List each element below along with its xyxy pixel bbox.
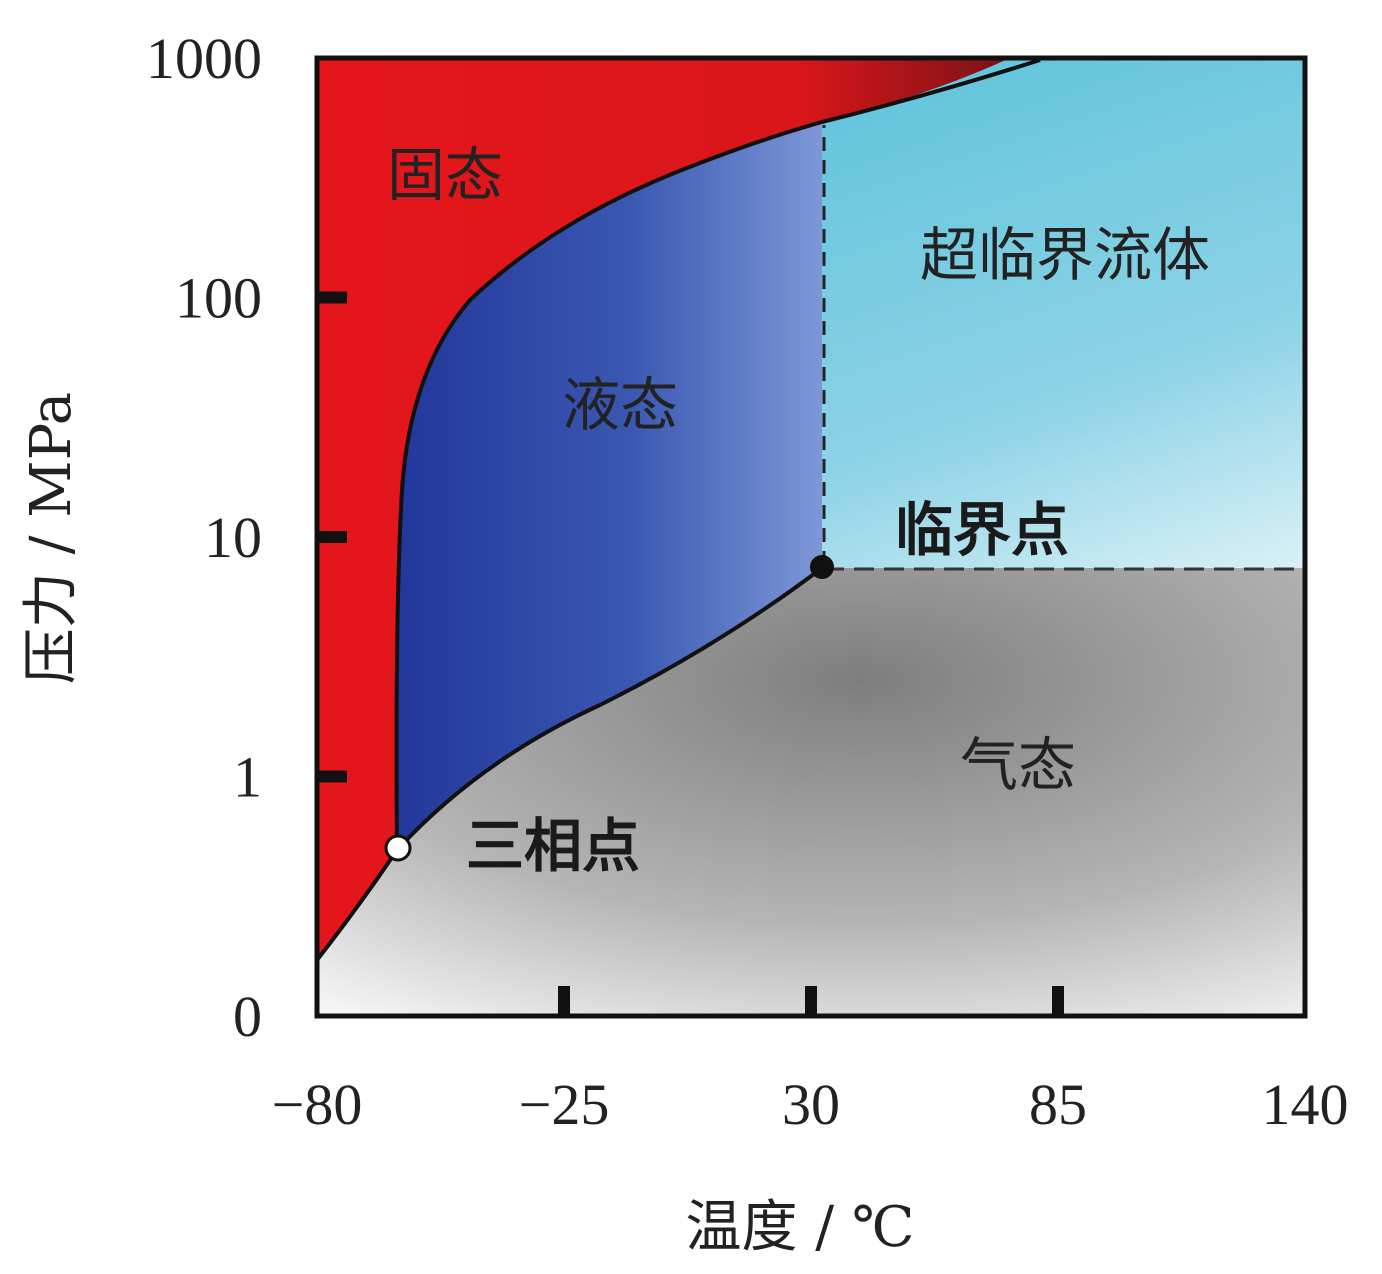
x-tick-label: −80: [272, 1072, 363, 1137]
y-tick-mark: [317, 291, 347, 304]
y-axis-title: 压力 / MPa: [19, 392, 84, 684]
x-axis-title: 温度 / ℃: [685, 1195, 914, 1260]
region-label-gas: 气态: [960, 731, 1076, 799]
x-axis-ticks: −80 −25 30 85 140: [272, 986, 1349, 1137]
critical-point-marker: [810, 555, 834, 579]
y-axis-ticks: 0 1 10 100 1000: [146, 26, 347, 1049]
x-tick-label: 30: [782, 1072, 840, 1137]
liquid-region: [396, 122, 822, 850]
y-tick-label: 0: [233, 984, 262, 1049]
region-label-liquid: 液态: [562, 371, 678, 439]
solid-liquid-boundary: [394, 58, 1041, 851]
y-tick-mark: [317, 531, 347, 543]
solid-gas-boundary: [317, 848, 399, 962]
triple-point-label: 三相点: [466, 812, 640, 880]
gas-region: [317, 568, 1305, 1016]
x-tick-mark: [805, 986, 817, 1016]
y-tick-label: 1: [233, 745, 262, 810]
y-tick-label: 1000: [146, 26, 262, 91]
triple-point-marker: [384, 834, 412, 862]
region-label-solid: 固态: [387, 141, 503, 209]
solid-region: [317, 58, 1010, 960]
y-tick-label: 10: [204, 505, 262, 570]
critical-point-label: 临界点: [895, 496, 1069, 564]
x-tick-label: −25: [519, 1072, 610, 1137]
y-tick-label: 100: [175, 266, 262, 331]
x-tick-label: 140: [1262, 1072, 1349, 1137]
x-tick-mark: [1052, 986, 1064, 1016]
liquid-gas-boundary: [395, 566, 824, 852]
x-tick-mark: [558, 986, 570, 1016]
y-tick-mark: [317, 770, 347, 783]
x-tick-label: 85: [1029, 1072, 1087, 1137]
region-label-supercritical: 超临界流体: [920, 221, 1210, 289]
